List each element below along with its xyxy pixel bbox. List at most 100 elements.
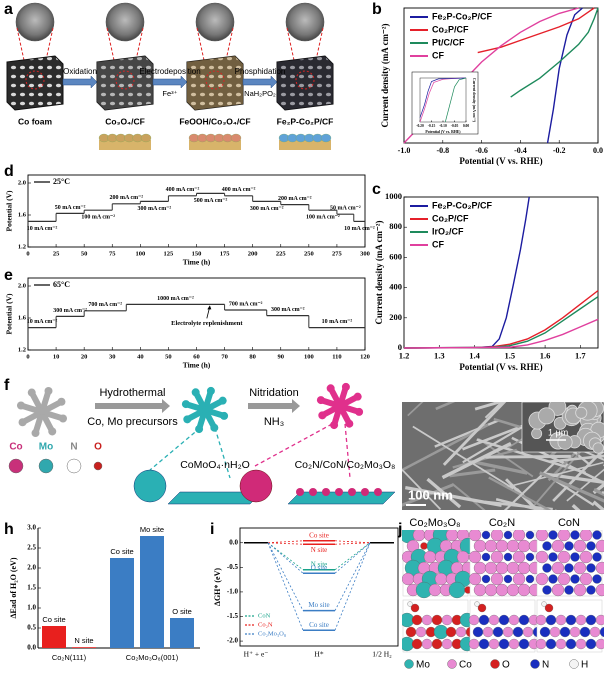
atom-legend-label: Mo: [39, 442, 53, 453]
nanowire: [452, 448, 518, 469]
atom: [586, 541, 596, 551]
atom: [595, 561, 604, 575]
model-title: Co₂Mo₃O₈: [409, 517, 460, 529]
atom: [525, 552, 535, 562]
x-tick-label: 200: [248, 250, 258, 257]
zoom-line: [149, 427, 201, 471]
x-tick-label: 0.0: [593, 146, 603, 155]
x-tick-label: 1.3: [434, 351, 445, 361]
atom: [412, 530, 426, 542]
data-line: [403, 296, 599, 349]
atom: [431, 638, 443, 650]
atom: [564, 541, 574, 551]
y-axis-label: Current density (mA cm⁻²): [380, 23, 390, 127]
foam-block: [96, 55, 154, 111]
atom-legend-dot: [490, 659, 500, 669]
adsorbate-o: [410, 603, 420, 613]
structure-tip: [27, 388, 36, 397]
step-label: 1000 mA cm⁻²: [157, 296, 194, 302]
zoom-line: [254, 423, 333, 467]
step-label: 400 mA cm⁻²: [222, 187, 256, 193]
step-label: 50 mA cm⁻²: [330, 206, 361, 212]
material-label: Fe₂P-Co₂P/CF: [277, 116, 334, 126]
atom: [579, 550, 593, 564]
x-tick-label: 60: [193, 353, 200, 360]
material-label: FeOOH/Co₃O₄/CF: [179, 116, 250, 126]
y-tick-label: 2.0: [18, 282, 26, 289]
structure-tip: [59, 414, 68, 423]
x-tick-label: 20: [81, 353, 88, 360]
x-tick-label: 100: [135, 250, 145, 257]
atom: [484, 583, 498, 597]
zoom-line: [132, 27, 144, 75]
step-label: Nitridation: [249, 387, 299, 399]
y-tick-label: 1.6: [18, 211, 27, 218]
atom: [421, 614, 433, 626]
condition-label: Co, Mo precursors: [87, 416, 178, 428]
microsphere: [557, 434, 573, 450]
group-label: Co₂Mo₃O₈(001): [126, 653, 179, 662]
atom-legend-dot: [569, 659, 579, 669]
atom: [508, 638, 520, 650]
atom: [575, 638, 587, 650]
atom: [431, 614, 443, 626]
adsorbate-h: [474, 601, 480, 607]
step-arrow: [242, 75, 278, 89]
atom: [495, 583, 509, 597]
atom: [506, 539, 520, 553]
step-label: Hydrothermal: [99, 387, 165, 399]
nanoparticle: [361, 488, 369, 496]
atom: [512, 550, 526, 564]
atom: [508, 614, 520, 626]
nanoparticle: [309, 488, 317, 496]
atom: [518, 614, 530, 626]
y-tick-label: 3.0: [27, 524, 36, 532]
atom: [555, 614, 567, 626]
zoom-line: [16, 27, 28, 75]
step-label: Oxidation: [63, 67, 97, 76]
zoom-circle: [295, 70, 315, 90]
product-label: Co₂N/CoN/Co₂Mo₃O₈: [295, 459, 396, 471]
level-connector: [334, 540, 371, 544]
nanowire: [412, 425, 514, 490]
zoom-circle: [25, 70, 45, 90]
atom: [573, 561, 587, 575]
atom: [503, 530, 513, 540]
zoom-line: [106, 27, 118, 75]
foam-tint: [97, 56, 153, 110]
y-tick-label: 0.0: [229, 538, 238, 546]
y-tick-label: 2.5: [27, 544, 36, 552]
level-connector: [267, 542, 304, 574]
layer-base: [99, 140, 151, 150]
group-label: Co₂N(111): [52, 653, 87, 662]
atom: [411, 638, 423, 650]
step-label: 10 mA cm⁻²: [322, 319, 353, 325]
panel-letter: c: [372, 181, 381, 198]
y-tick-label: 2.0: [18, 179, 26, 186]
bar-label: Co site: [42, 615, 65, 624]
nanowire: [407, 402, 424, 417]
level-connector: [267, 542, 304, 545]
y-axis-label: ΔGH* (eV): [213, 568, 222, 606]
step-label: 10 mA cm⁻²: [344, 226, 375, 232]
nanoparticle: [296, 488, 304, 496]
atom: [478, 614, 490, 626]
atom: [512, 530, 526, 542]
atom: [589, 626, 601, 638]
atom: [551, 561, 565, 575]
atom: [548, 530, 558, 540]
atom: [503, 552, 513, 562]
atom: [481, 530, 491, 540]
atom: [448, 581, 466, 599]
layer-particle: [140, 133, 152, 143]
zoom-circle: [115, 70, 135, 90]
y-tick-label: 0: [398, 342, 402, 352]
step-arrow: [248, 399, 300, 413]
atom: [468, 638, 480, 650]
zoom-circle: [205, 70, 225, 90]
atom-legend-dot: [530, 659, 540, 669]
panel-letter: d: [4, 163, 14, 180]
x-axis-label: Potential (V vs. RHE): [459, 362, 542, 372]
sphere: [239, 469, 273, 503]
